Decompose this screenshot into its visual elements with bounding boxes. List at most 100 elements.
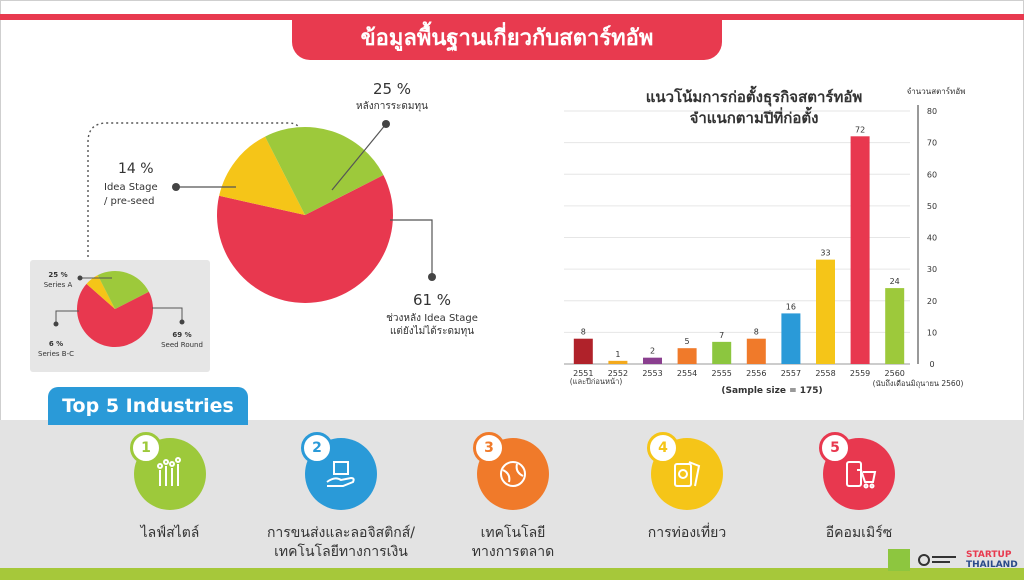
bar-ytick-label: 30 xyxy=(927,265,937,274)
leader-dot-c xyxy=(428,273,436,281)
startup-thailand-logo: STARTUP THAILAND xyxy=(966,550,1018,570)
pie-label-b-line1: Idea Stage xyxy=(104,182,158,193)
bar-value-label: 1 xyxy=(615,350,620,359)
passport-icon xyxy=(674,461,701,487)
industry-item-2: 2 การขนส่งและลอจิสติกส์/ เทคโนโลยีทางการเ… xyxy=(256,432,426,562)
industry-5-number: 5 xyxy=(819,432,851,464)
industry-2-circle: 2 xyxy=(301,432,377,510)
bar-2552 xyxy=(608,360,628,364)
pie-chart-area: 25 % หลังการระดมทุน 14 % Idea Stage / pr… xyxy=(30,80,478,372)
bar-ytick-label: 20 xyxy=(927,297,937,306)
industry-1-circle: 1 xyxy=(130,432,206,510)
pie-label-b-line2: / pre-seed xyxy=(104,196,154,207)
bar-marks: 8 2551 1 2552 2 2553 5 2554 7 2555 8 2556 16 2557 33 25… xyxy=(573,125,905,378)
bar-ytick-label: 60 xyxy=(927,170,937,179)
pie-label-b-pct: 14 % xyxy=(118,161,154,177)
industry-3-label-line2: ทางการตลาด xyxy=(471,544,555,560)
bar-ytick-label: 40 xyxy=(927,234,937,243)
bar-2554 xyxy=(677,348,697,364)
bar-category-label: 2551 xyxy=(573,369,593,378)
industry-2-number: 2 xyxy=(301,432,333,464)
bar-category-label: 2559 xyxy=(850,369,870,378)
big-pie-slice-2 xyxy=(219,136,305,215)
bar-category-label: 2555 xyxy=(712,369,732,378)
small-pie xyxy=(76,271,153,347)
industry-item-4: 4 การท่องเที่ยว xyxy=(602,432,772,543)
marketing-icon xyxy=(500,461,526,487)
small-label-b-pct: 6 % xyxy=(49,340,63,348)
industry-item-5: 5 อีคอมเมิร์ซ xyxy=(774,432,944,543)
bar-ytick-label: 10 xyxy=(927,328,937,337)
bar-title-line1: แนวโน้มการก่อตั้งธุรกิจสตาร์ทอัพ xyxy=(646,85,863,107)
industry-3-number: 3 xyxy=(473,432,505,464)
bar-category-label: 2556 xyxy=(746,369,766,378)
footer-logos: STARTUP THAILAND xyxy=(888,548,1018,572)
industry-item-3: 3 เทคโนโลยีทางการตลาด xyxy=(428,432,598,562)
industry-1-label: ไลฟ์สไตล์ xyxy=(85,524,255,543)
small-label-a-pct: 25 % xyxy=(48,271,67,279)
bar-2558 xyxy=(816,259,835,364)
small-pie-slice-1 xyxy=(76,283,153,347)
bar-ytick-label: 70 xyxy=(927,139,937,148)
bar-sample-size: (Sample size = 175) xyxy=(721,386,822,396)
leader-line-c xyxy=(390,219,433,277)
bar-value-label: 5 xyxy=(685,337,690,346)
small-pie-slice-2 xyxy=(86,275,115,309)
page-title: ข้อมูลพื้นฐานเกี่ยวกับสตาร์ทอัพ xyxy=(292,14,722,60)
bar-ytick-label: 80 xyxy=(927,107,937,116)
bar-category-label: 2553 xyxy=(642,369,662,378)
industry-4-label: การท่องเที่ยว xyxy=(602,524,772,543)
bar-value-label: 2 xyxy=(650,347,655,356)
bar-x-note-right: (นับถึงเดือนมิถุนายน 2560) xyxy=(873,379,964,388)
bar-category-label: 2552 xyxy=(608,369,628,378)
small-leader-dot-c xyxy=(179,319,185,325)
bar-x-note-left: (และปีก่อนหน้า) xyxy=(570,377,623,386)
bar-ytick-label: 50 xyxy=(927,202,937,211)
industry-item-1: 1 ไลฟ์สไตล์ xyxy=(85,432,255,543)
small-leader-c xyxy=(152,307,183,322)
small-leader-dot-a xyxy=(77,275,83,281)
footer-strip xyxy=(0,568,1024,580)
leader-line-a xyxy=(331,123,387,191)
small-label-b-text: Series B-C xyxy=(38,350,74,358)
bar-grid: 0 10 20 30 40 50 60 70 80 xyxy=(564,105,937,369)
industry-4-circle: 4 xyxy=(647,432,723,510)
industry-5-label: อีคอมเมิร์ซ xyxy=(774,524,944,543)
industry-5-circle: 5 xyxy=(819,432,895,510)
bar-chart: แนวโน้มการก่อตั้งธุรกิจสตาร์ทอัพ จำแนกตา… xyxy=(564,85,966,396)
industry-4-label-line1: การท่องเที่ยว xyxy=(647,525,727,541)
pie-label-c-line2: แต่ยังไม่ได้ระดมทุน xyxy=(390,325,474,337)
small-leader-b xyxy=(55,310,79,324)
small-label-c-pct: 69 % xyxy=(172,331,191,339)
logo-text-2: THAILAND xyxy=(966,560,1018,570)
small-label-c-text: Seed Round xyxy=(161,341,203,349)
bar-ytick-label: 0 xyxy=(929,360,934,369)
pie-label-a-text: หลังการระดมทุน xyxy=(356,101,428,112)
bar-ylabel: จำนวนสตาร์ทอัพ xyxy=(907,86,966,96)
industry-3-label: เทคโนโลยีทางการตลาด xyxy=(428,524,598,562)
big-pie-slice-3 xyxy=(265,127,384,215)
bar-2559 xyxy=(850,136,870,364)
bar-category-label: 2557 xyxy=(781,369,801,378)
pie-label-a-pct: 25 % xyxy=(373,80,411,98)
bar-2553 xyxy=(643,357,662,364)
industry-3-label-line1: เทคโนโลยี xyxy=(480,525,546,541)
bar-title-line2: จำแนกตามปีที่ก่อตั้ง xyxy=(690,106,819,127)
industry-2-label-line1: การขนส่งและลอจิสติกส์/ xyxy=(266,525,416,541)
industry-1-number: 1 xyxy=(130,432,162,464)
top5-heading-text: Top 5 Industries xyxy=(62,395,234,417)
leader-dot-a xyxy=(382,120,390,128)
bar-2557 xyxy=(781,313,801,364)
pie-label-c-pct: 61 % xyxy=(413,291,451,309)
industry-3-circle: 3 xyxy=(473,432,549,510)
sponsor-logo-2 xyxy=(918,554,956,566)
logistics-icon xyxy=(326,461,355,487)
bar-value-label: 24 xyxy=(890,277,900,286)
industry-1-label-line1: ไลฟ์สไตล์ xyxy=(140,525,200,541)
bar-value-label: 7 xyxy=(719,331,724,340)
pie-label-c-line1: ช่วงหลัง Idea Stage xyxy=(386,313,478,324)
bar-value-label: 8 xyxy=(581,328,586,337)
top5-heading: Top 5 Industries xyxy=(48,387,248,425)
small-leader-dot-b xyxy=(53,321,59,327)
industry-5-label-line1: อีคอมเมิร์ซ xyxy=(825,525,893,541)
